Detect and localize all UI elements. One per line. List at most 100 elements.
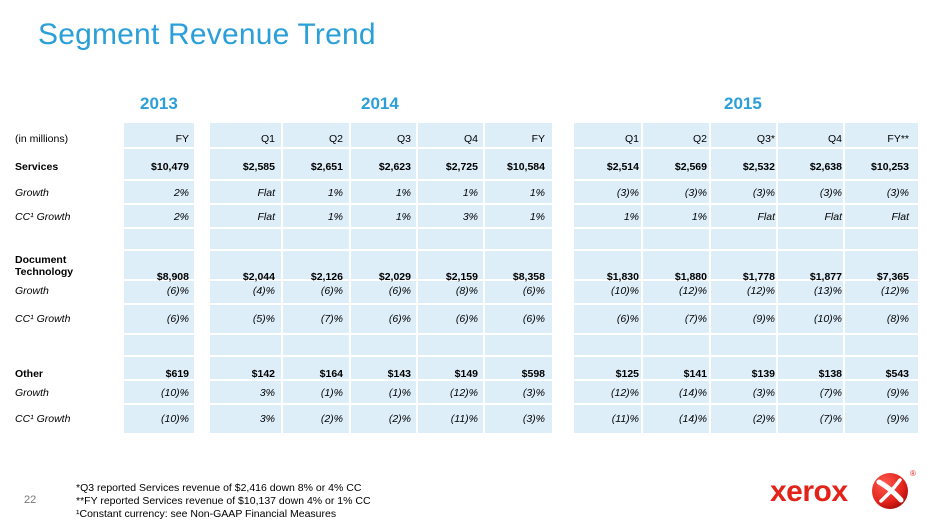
- year-2015: 2015: [724, 94, 762, 113]
- row-divider: [0, 227, 940, 229]
- table-cell: $2,623: [378, 161, 411, 173]
- table-cell: (8)%: [455, 285, 478, 297]
- table-cell: 1%: [529, 211, 545, 223]
- table-cell: (9)%: [752, 313, 775, 325]
- table-cell: (7)%: [684, 313, 707, 325]
- column-header: Q4: [463, 133, 478, 145]
- table-cell: (11)%: [450, 413, 478, 425]
- table-cell: (6)%: [522, 313, 545, 325]
- table-cell: (14)%: [678, 413, 707, 425]
- table-cell: (2)%: [752, 413, 775, 425]
- col-divider: [281, 123, 283, 433]
- table-cell: (3)%: [684, 187, 707, 199]
- table-cell: (1)%: [320, 387, 343, 399]
- table-cell: (2)%: [320, 413, 343, 425]
- table-cell: 3%: [462, 211, 478, 223]
- table-cell: (8)%: [886, 313, 909, 325]
- table-cell: $7,365: [876, 271, 909, 283]
- table-cell: (6)%: [522, 285, 545, 297]
- table-cell: (7)%: [819, 387, 842, 399]
- row-divider: [0, 403, 940, 405]
- table-cell: 1%: [395, 211, 411, 223]
- row-label: Document Technology: [15, 254, 73, 288]
- row-divider: [0, 147, 940, 149]
- table-row-services: Services $10,479 $2,585 $2,651 $2,623 $2…: [0, 155, 940, 179]
- table-cell: (3)%: [752, 187, 775, 199]
- table-cell: (3)%: [522, 387, 545, 399]
- table-cell: $143: [387, 368, 411, 380]
- year-2014: 2014: [361, 94, 399, 113]
- table-cell: $2,044: [242, 271, 275, 283]
- table-cell: (5)%: [252, 313, 275, 325]
- column-header: FY: [531, 133, 545, 145]
- row-label: CC¹ Growth: [15, 211, 71, 223]
- page-title: Segment Revenue Trend: [38, 18, 376, 51]
- table-header-row: (in millions) FY Q1 Q2 Q3 Q4 FY Q1 Q2 Q3…: [0, 127, 940, 151]
- row-label: Services: [15, 161, 59, 173]
- table-cell: Flat: [257, 187, 275, 199]
- table-cell: (6)%: [616, 313, 639, 325]
- row-label: CC¹ Growth: [15, 313, 71, 325]
- table-cell: Flat: [824, 211, 842, 223]
- table-cell: (6)%: [455, 313, 478, 325]
- table-cell: $1,778: [742, 271, 775, 283]
- table-cell: $2,029: [378, 271, 411, 283]
- table-cell: (10)%: [160, 387, 189, 399]
- year-2013: 2013: [140, 94, 178, 113]
- footnote-constant-currency: ¹Constant currency: see Non-GAAP Financi…: [76, 508, 337, 520]
- row-label-line2: Technology: [15, 266, 74, 278]
- table-row-document-technology: Document Technology $8,908 $2,044 $2,126 …: [0, 253, 940, 289]
- row-divider: [0, 355, 940, 357]
- table-row-services-growth: Growth 2% Flat 1% 1% 1% 1% (3)% (3)% (3)…: [0, 181, 940, 205]
- table-cell: (12)%: [449, 387, 478, 399]
- row-divider: [0, 279, 940, 281]
- table-cell: $10,253: [871, 161, 909, 173]
- table-cell: Flat: [257, 211, 275, 223]
- col-divider: [349, 123, 351, 433]
- col-divider: [416, 123, 418, 433]
- table-cell: $164: [319, 368, 343, 380]
- row-divider: [0, 333, 940, 335]
- band-2013: [124, 123, 194, 433]
- table-cell: (12)%: [678, 285, 707, 297]
- table-cell: 1%: [623, 211, 639, 223]
- column-header: Q1: [624, 133, 639, 145]
- col-divider: [843, 123, 845, 433]
- table-cell: $141: [683, 368, 707, 380]
- table-cell: (12)%: [880, 285, 909, 297]
- row-label-line1: Document: [15, 254, 67, 266]
- table-cell: 2%: [173, 211, 189, 223]
- table-cell: $2,159: [445, 271, 478, 283]
- table-cell: $8,358: [512, 271, 545, 283]
- table-cell: $2,725: [445, 161, 478, 173]
- column-header: Q4: [827, 133, 842, 145]
- table-cell: (11)%: [611, 413, 639, 425]
- table-cell: 1%: [691, 211, 707, 223]
- col-divider: [709, 123, 711, 433]
- table-cell: $2,514: [606, 161, 639, 173]
- table-cell: 1%: [529, 187, 545, 199]
- footnote-q3: *Q3 reported Services revenue of $2,416 …: [76, 482, 362, 494]
- table-cell: (13)%: [813, 285, 842, 297]
- table-cell: (6)%: [388, 313, 411, 325]
- table-cell: $2,638: [809, 161, 842, 173]
- table-cell: (6)%: [388, 285, 411, 297]
- table-cell: (3)%: [886, 187, 909, 199]
- table-cell: $543: [885, 368, 909, 380]
- table-cell: (1)%: [388, 387, 411, 399]
- row-divider: [0, 379, 940, 381]
- row-label: Growth: [15, 387, 49, 399]
- table-row-dt-cc-growth: CC¹ Growth (6)% (5)% (7)% (6)% (6)% (6)%…: [0, 307, 940, 331]
- column-header: FY: [175, 133, 189, 145]
- table-cell: (3)%: [522, 413, 545, 425]
- table-cell: (6)%: [166, 285, 189, 297]
- table-cell: $1,880: [674, 271, 707, 283]
- row-label: Growth: [15, 285, 49, 297]
- table-cell: $142: [251, 368, 275, 380]
- table-cell: $138: [818, 368, 842, 380]
- table-cell: 3%: [259, 413, 275, 425]
- table-cell: $2,532: [742, 161, 775, 173]
- table-cell: $598: [521, 368, 545, 380]
- xerox-wordmark: xerox: [770, 475, 848, 508]
- table-cell: Flat: [891, 211, 909, 223]
